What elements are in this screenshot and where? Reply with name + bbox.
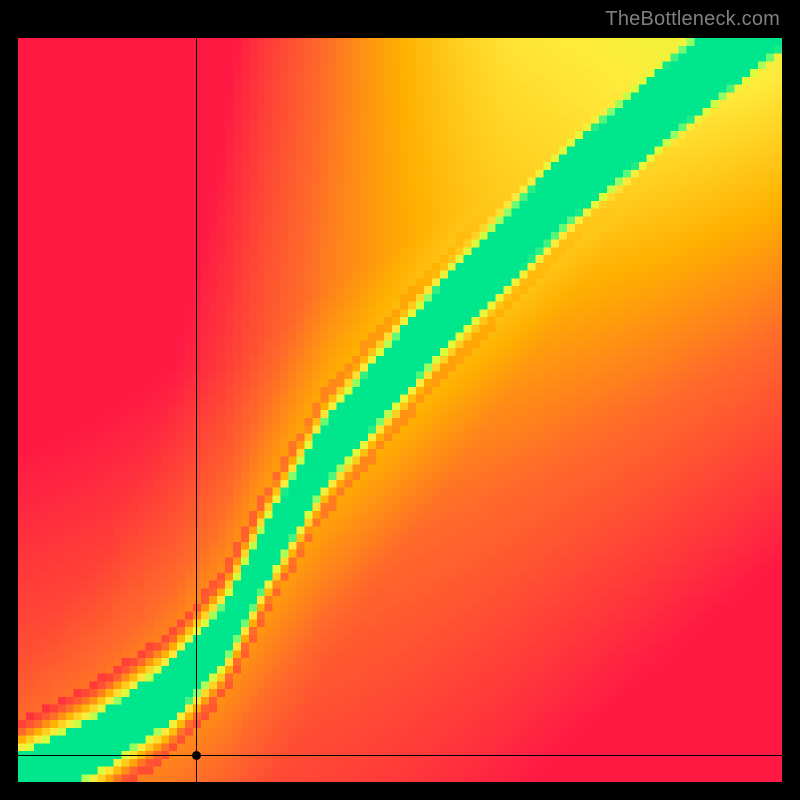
heatmap-plot-area [18,38,782,782]
chart-container: TheBottleneck.com [0,0,800,800]
heatmap-canvas [18,38,782,782]
watermark-text: TheBottleneck.com [605,8,780,31]
